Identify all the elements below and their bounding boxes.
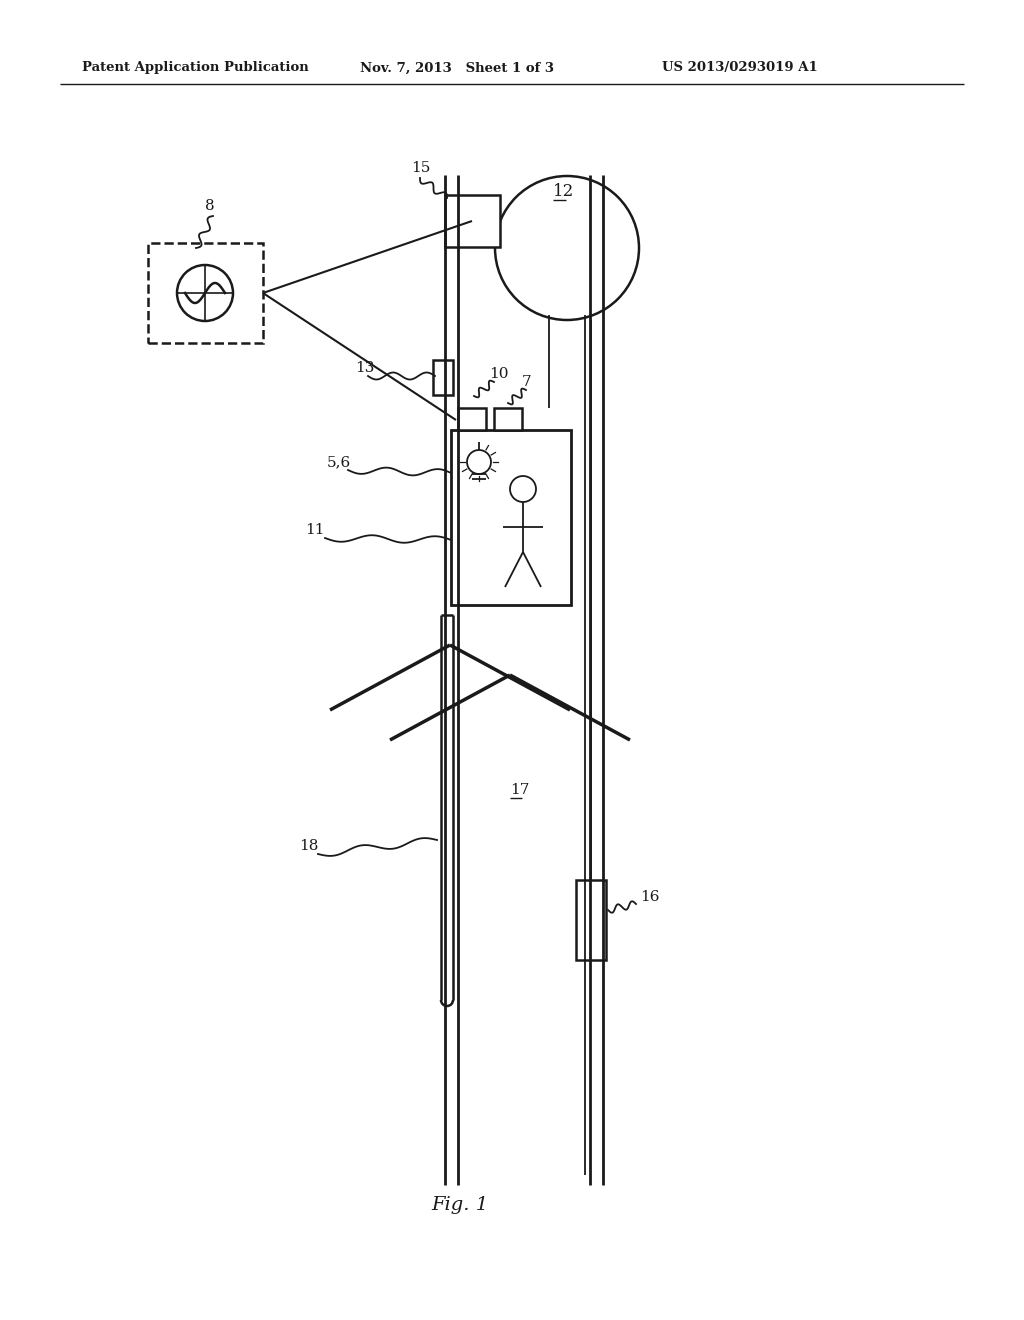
Text: Patent Application Publication: Patent Application Publication: [82, 62, 309, 74]
Bar: [494, 408, 522, 430]
Text: US 2013/0293019 A1: US 2013/0293019 A1: [662, 62, 818, 74]
Text: 15: 15: [411, 161, 430, 176]
Text: 7: 7: [522, 375, 531, 389]
Text: 5,6: 5,6: [327, 455, 351, 469]
Bar: [148, 243, 263, 343]
Bar: [458, 408, 486, 430]
Text: Nov. 7, 2013   Sheet 1 of 3: Nov. 7, 2013 Sheet 1 of 3: [360, 62, 554, 74]
Text: 12: 12: [553, 183, 574, 201]
Bar: [445, 195, 500, 247]
Text: 18: 18: [299, 840, 318, 853]
Bar: [433, 360, 453, 395]
Text: 16: 16: [640, 890, 659, 904]
Text: 10: 10: [489, 367, 509, 381]
Text: 8: 8: [205, 199, 215, 213]
Text: 11: 11: [305, 523, 325, 537]
Bar: [451, 430, 571, 605]
Bar: [575, 880, 606, 960]
Text: 13: 13: [355, 360, 375, 375]
Text: 17: 17: [510, 783, 529, 797]
Text: Fig. 1: Fig. 1: [431, 1196, 488, 1214]
